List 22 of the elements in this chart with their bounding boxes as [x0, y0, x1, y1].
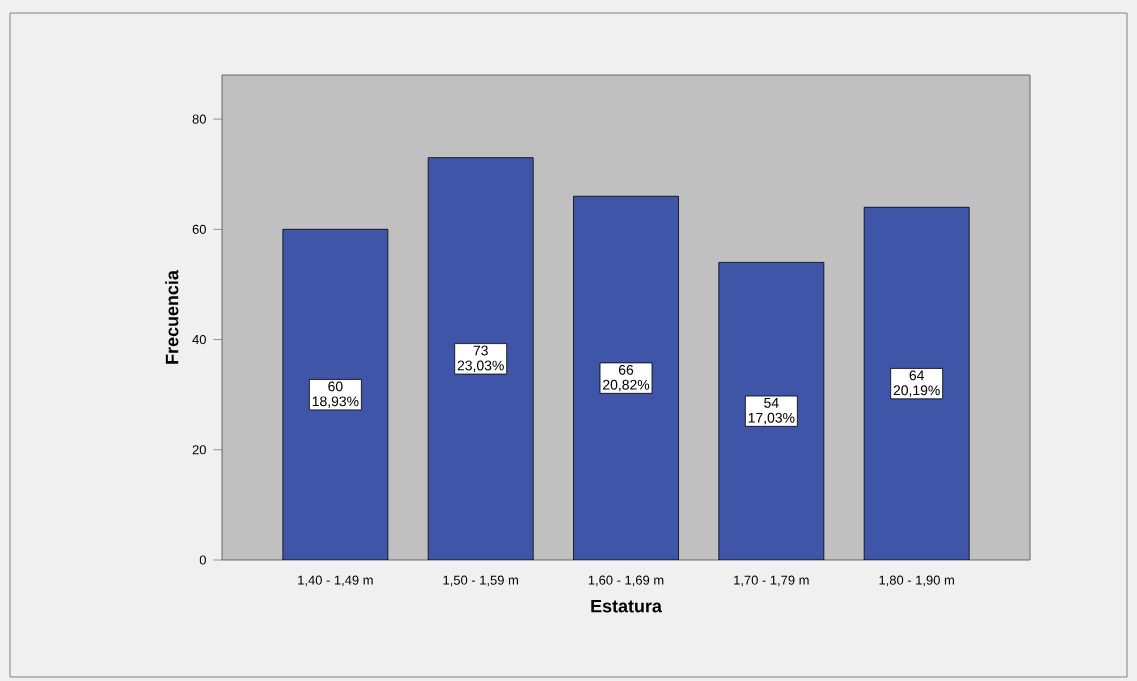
x-axis-title: Estatura	[591, 599, 663, 613]
data-label: 64 20,19%	[893, 370, 940, 397]
bar	[718, 261, 825, 560]
data-label: 54 17,03%	[748, 398, 795, 425]
bar	[427, 157, 534, 560]
y-axis-title: Frecuencia	[165, 270, 179, 364]
bar	[282, 229, 388, 560]
data-label: 73 23,03%	[457, 345, 504, 373]
bar	[573, 195, 679, 560]
x-tick-label: 1,40 - 1,49 m	[298, 575, 373, 587]
x-tick-label: 1,70 - 1,79 m	[734, 575, 809, 587]
y-tick-label: 20	[192, 445, 206, 455]
y-tick-label: 60	[192, 224, 206, 234]
y-tick-label: 80	[192, 114, 206, 124]
x-tick-label: 1,60 - 1,69 m	[588, 575, 664, 587]
data-label: 60 18,93%	[312, 381, 359, 408]
y-tick-label: 40	[192, 334, 206, 345]
bar	[863, 206, 970, 560]
y-tick-label: 0	[199, 555, 206, 565]
x-tick-label: 1,50 - 1,59 m	[443, 575, 518, 587]
data-label: 66 20,82%	[603, 364, 650, 392]
x-tick-label: 1,80 - 1,90 m	[879, 575, 954, 587]
